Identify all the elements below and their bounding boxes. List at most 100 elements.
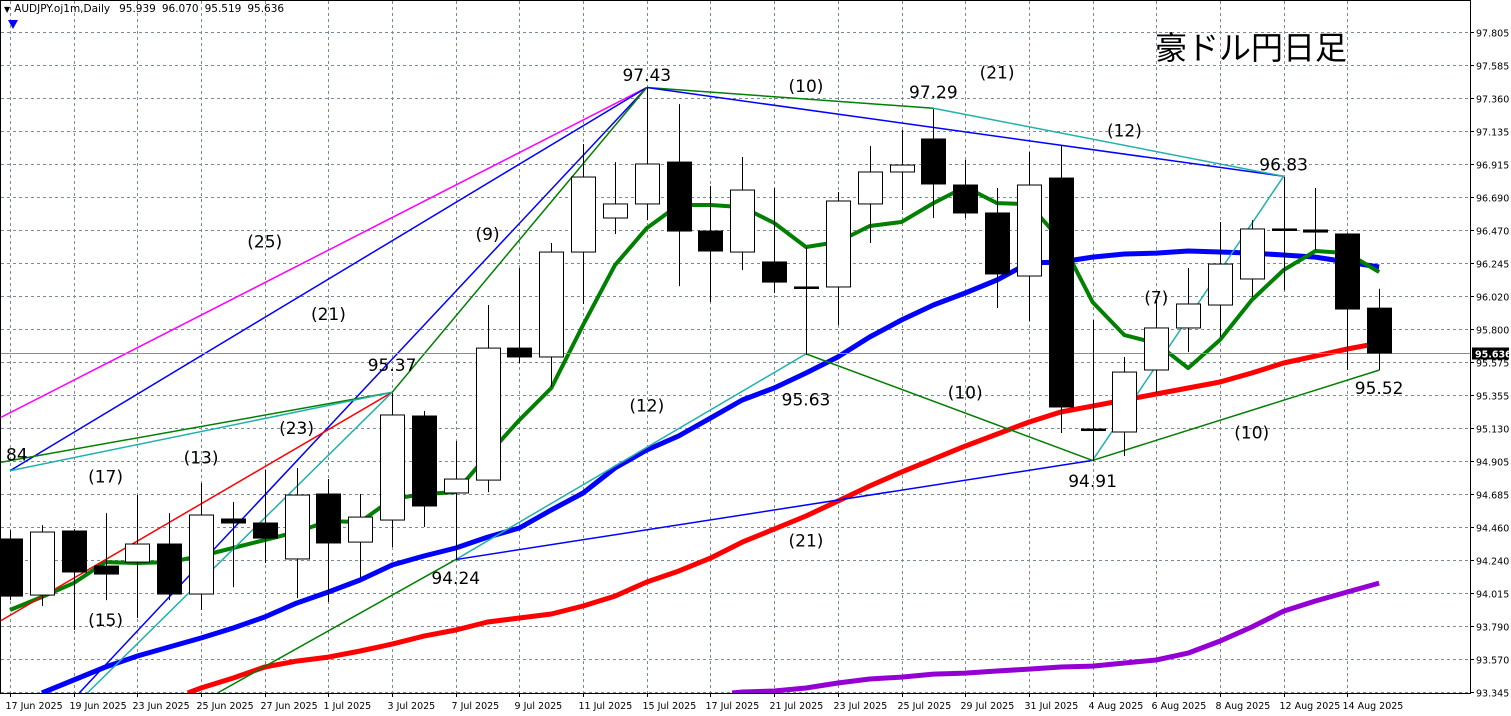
dropdown-arrow-icon[interactable]: ▼ [4,5,11,14]
time-tick-label: 25 Jul 2025 [898,701,952,712]
candle[interactable] [1144,299,1169,394]
chart-annotation: (25) [247,232,282,252]
candle-body-up [476,347,501,481]
candle[interactable] [985,187,1010,308]
trend-line[interactable] [78,86,648,693]
candle[interactable] [698,186,723,303]
candle[interactable] [1367,288,1392,371]
candle[interactable] [94,513,119,601]
price-tick-label: 96.690 [1476,194,1509,205]
candle[interactable] [412,410,437,527]
trend-line[interactable] [1,86,648,419]
candle[interactable] [189,483,214,611]
candle[interactable] [1081,319,1106,461]
trend-line[interactable] [1092,369,1380,462]
chart-annotation: (10) [948,383,983,403]
chart-annotation: (21) [311,305,346,325]
candle-body-up [380,414,405,521]
candle[interactable] [667,104,692,287]
candle-body-up [125,543,150,563]
candle[interactable] [794,247,819,356]
trend-line[interactable] [1,391,393,622]
trend-line[interactable] [933,107,1284,178]
candle[interactable] [125,495,150,619]
candle[interactable] [890,129,915,211]
plot-area: 97.43 97.29 96.83 95.37 95.63 94.24 94.91 95.52… [1,64,1470,693]
trend-line[interactable] [1,391,393,463]
candle[interactable] [221,501,246,588]
one-click-trading-triangle-icon[interactable] [8,20,18,29]
price-tick-label: 96.915 [1476,161,1509,172]
trend-line[interactable] [217,558,457,693]
candle[interactable] [1303,187,1328,250]
candle[interactable] [1240,220,1265,298]
candle[interactable] [1208,222,1233,337]
candle[interactable] [1,530,23,601]
candle[interactable] [157,513,182,601]
candle-body-down [1303,229,1328,233]
price-axis[interactable]: 97.805 97.585 97.360 97.135 96.915 96.690 96.4… [1470,29,1511,700]
candle[interactable] [253,470,278,563]
candle[interactable] [921,108,946,219]
candle[interactable] [476,305,501,493]
candle[interactable] [444,441,469,560]
moving-average-line [40,248,1380,693]
candle[interactable] [1017,152,1042,322]
candle[interactable] [571,144,596,304]
trend-line[interactable] [805,353,1093,462]
candle[interactable] [603,162,628,234]
trend-line[interactable] [455,353,807,561]
candle-body-down [316,493,341,544]
trend-line[interactable] [391,87,648,393]
time-tick-label: 17 Jun 2025 [6,701,63,712]
candle[interactable] [1112,356,1137,456]
candle[interactable] [1176,268,1201,353]
candle-body-up [571,176,596,253]
price-tick-label: 96.470 [1476,227,1509,238]
price-tick-label: 97.360 [1476,95,1509,106]
trend-line[interactable] [9,391,393,472]
time-tick-label: 3 Jul 2025 [388,701,436,712]
chart-annotation: (23) [279,419,314,439]
time-tick-label: 29 Jul 2025 [961,701,1015,712]
candle[interactable] [730,157,755,270]
ohlc-close: 95.636 [247,3,285,15]
candle[interactable] [1049,145,1074,434]
candle[interactable] [858,145,883,244]
trend-line[interactable] [646,86,1284,178]
trend-line[interactable] [646,86,934,109]
candle-body-up [539,251,564,358]
candle[interactable] [348,494,373,579]
candle[interactable] [316,479,341,603]
ohlc-high: 96.070 [161,3,199,15]
chart-annotation: 97.43 [622,66,671,86]
candle-body-up [826,200,851,288]
candle-body-up [348,516,373,543]
time-axis[interactable]: 17 Jun 2025 19 Jun 2025 23 Jun 2025 25 Jun … [6,693,1404,712]
trend-line[interactable] [86,391,393,693]
price-tick-label: 97.805 [1476,29,1509,40]
candle[interactable] [380,393,405,547]
price-tick-label: 94.905 [1476,458,1509,469]
candle-body-down [94,565,119,575]
candle-body-down [507,347,532,358]
trend-line[interactable] [455,459,1093,561]
candle[interactable] [30,525,55,607]
candle[interactable] [762,187,787,294]
candle[interactable] [1335,232,1360,370]
chart-annotation: (9) [476,225,500,245]
candle[interactable] [62,529,87,630]
candle[interactable] [635,87,660,221]
candle[interactable] [539,243,564,388]
chart-annotation: (17) [88,468,123,488]
candle[interactable] [953,160,978,219]
symbol-timeframe: AUDJPY.oj1m,Daily [14,3,111,15]
chart-annotation: (21) [789,531,824,551]
candle[interactable] [1272,177,1297,291]
candle[interactable] [507,268,532,364]
candle-body-down [921,138,946,185]
trend-line[interactable] [9,86,648,472]
candle[interactable] [285,467,310,599]
candle[interactable] [826,191,851,326]
